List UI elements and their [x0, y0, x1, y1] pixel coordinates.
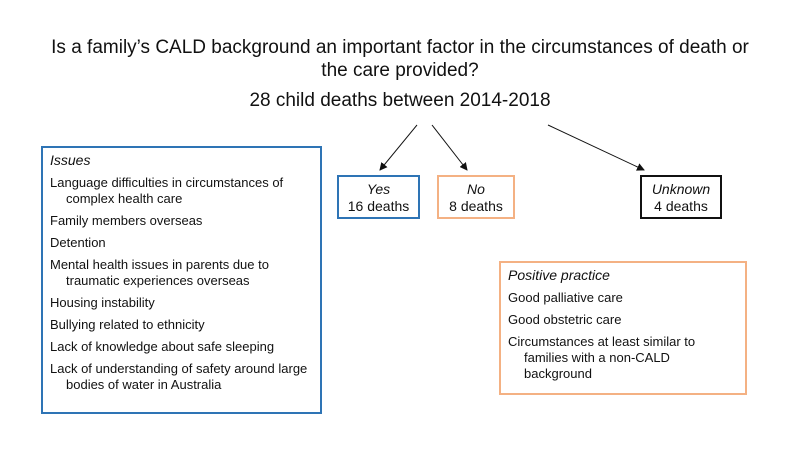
outcome-unknown-box: Unknown 4 deaths: [640, 175, 722, 219]
outcome-yes-box: Yes 16 deaths: [337, 175, 420, 219]
outcome-label: Yes: [366, 181, 391, 197]
list-item: Good obstetric care: [508, 312, 622, 327]
list-item: Family members overseas: [50, 213, 203, 228]
list-item: Language difficulties in circumstances o…: [50, 175, 284, 206]
outcome-no-box: No 8 deaths: [437, 175, 515, 219]
diagram-subtitle: 28 child deaths between 2014-2018: [249, 90, 551, 111]
arrow-to-yes: [379, 124, 418, 171]
positive-practice-heading: Positive practice: [508, 267, 610, 283]
issues-list: Language difficulties in circumstances o…: [50, 175, 312, 393]
diagram-title: Is a family’s CALD background an importa…: [51, 37, 749, 81]
outcome-count: 4 deaths: [654, 198, 708, 214]
list-item: Housing instability: [50, 295, 155, 310]
outcome-count: 16 deaths: [347, 198, 410, 214]
outcome-label: Unknown: [651, 181, 711, 197]
list-item: Circumstances at least similar to famili…: [508, 334, 696, 381]
arrow-to-unknown: [547, 124, 645, 171]
issues-heading: Issues: [50, 152, 91, 168]
list-item: Good palliative care: [508, 290, 623, 305]
outcome-label: No: [467, 181, 485, 197]
positive-practice-list: Good palliative care Good obstetric care…: [508, 290, 737, 382]
list-item: Lack of understanding of safety around l…: [50, 361, 308, 392]
list-item: Lack of knowledge about safe sleeping: [50, 339, 275, 354]
list-item: Mental health issues in parents due to t…: [50, 257, 269, 288]
list-item: Bullying related to ethnicity: [50, 317, 205, 332]
outcome-count: 8 deaths: [449, 198, 503, 214]
arrow-to-no: [431, 124, 468, 171]
issues-panel: Issues Language difficulties in circumst…: [41, 146, 322, 414]
list-item: Detention: [50, 235, 106, 250]
positive-practice-panel: Positive practice Good palliative care G…: [499, 261, 747, 395]
